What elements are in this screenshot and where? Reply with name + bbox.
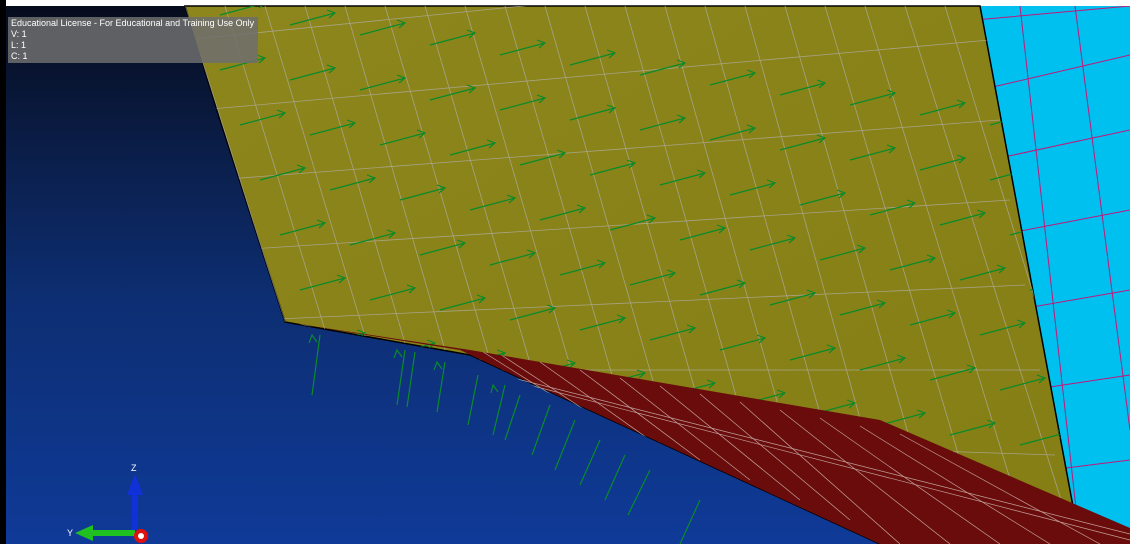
load-arrows [219, 6, 1080, 456]
license-overlay: Educational License - For Educational an… [8, 17, 259, 63]
license-text: Educational License - For Educational an… [11, 18, 255, 28]
z-axis-label: Z [131, 463, 137, 473]
viewport-left-border [0, 0, 6, 544]
edge-load-arrows [308, 333, 701, 544]
viewport-top-border [0, 0, 1130, 6]
component-count: C: 1 [11, 51, 28, 61]
axis-triad [75, 474, 148, 543]
y-axis-label: Y [67, 528, 74, 538]
cyan-surface[interactable] [975, 6, 1130, 544]
view-count: V: 1 [11, 29, 27, 39]
main-surface[interactable] [183, 5, 1081, 544]
load-count: L: 1 [11, 40, 27, 50]
underside-surface[interactable] [285, 322, 1130, 544]
